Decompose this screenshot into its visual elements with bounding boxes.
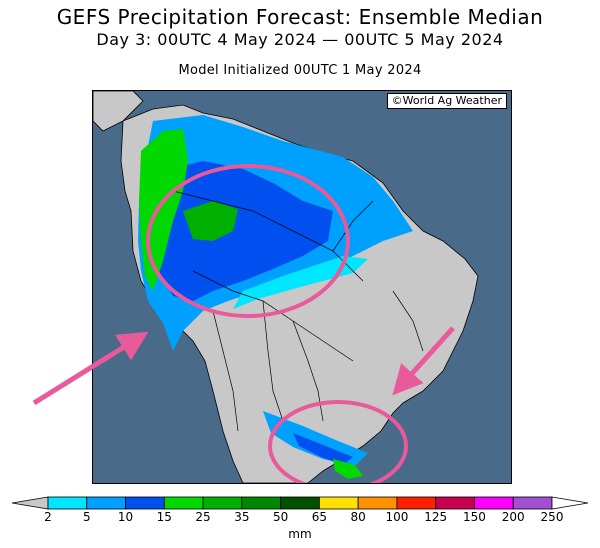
colorbar-tick-label: 65 (311, 510, 328, 524)
colorbar-tick-label: 80 (350, 510, 366, 524)
colorbar-swatch (280, 496, 320, 510)
colorbar-swatch (86, 496, 126, 510)
arrow-right (392, 326, 455, 396)
precip-cyan-edge (233, 256, 368, 309)
colorbar-swatch (202, 496, 243, 510)
arrow-left (32, 331, 149, 406)
colorbar-swatch (357, 496, 398, 510)
colorbar-tick-label: 35 (234, 510, 250, 524)
colorbar: 2 5 10 15 25 35 50 65 80 100 125 150 200 250 mm (0, 494, 600, 548)
colorbar-swatch (396, 496, 437, 510)
land-central-america (93, 91, 144, 132)
colorbar-tick-label: 250 (540, 510, 564, 524)
map-subtitle: Day 3: 00UTC 4 May 2024 — 00UTC 5 May 20… (96, 30, 504, 49)
init-time: Model Initialized 00UTC 1 May 2024 (178, 63, 422, 78)
colorbar-tick-label: 100 (385, 510, 409, 524)
precip-mod-north (155, 161, 333, 301)
map-svg (93, 91, 479, 483)
colorbar-swatch (435, 496, 475, 510)
colorbar-tick-label: 5 (82, 510, 91, 524)
colorbar-under-arrow (11, 496, 49, 510)
colorbar-swatch (241, 496, 282, 510)
colorbar-tick-label: 2 (44, 510, 52, 524)
colorbar-tick-label: 25 (195, 510, 211, 524)
colorbar-tick-label: 15 (156, 510, 172, 524)
colorbar-tick-label: 150 (463, 510, 486, 524)
colorbar-over-arrow (551, 496, 589, 510)
title-block: GEFS Precipitation Forecast: Ensemble Me… (0, 4, 600, 80)
precip-green-west (139, 129, 188, 291)
credit-label: ©World Ag Weather (386, 93, 507, 109)
colorbar-swatch (163, 496, 204, 510)
colorbar-swatch (125, 496, 165, 510)
colorbar-tick-label: 200 (501, 510, 525, 524)
annotation-ellipse-south (268, 400, 408, 483)
map-title: GEFS Precipitation Forecast: Ensemble Me… (56, 5, 544, 29)
colorbar-swatch (474, 496, 514, 510)
colorbar-swatch (512, 496, 553, 510)
colorbar-swatches (11, 496, 589, 510)
map-panel: ©World Ag Weather (92, 90, 512, 484)
precip-green-central (183, 201, 238, 241)
annotation-ellipse-north (146, 164, 350, 318)
colorbar-swatch (47, 496, 88, 510)
colorbar-tick-label: 50 (272, 510, 289, 524)
colorbar-tick-label: 125 (424, 510, 448, 524)
colorbar-units: mm (288, 527, 312, 541)
colorbar-swatch (318, 496, 359, 510)
colorbar-tick-label: 10 (117, 510, 134, 524)
precip-south-band-light (263, 411, 368, 466)
precip-south-green (333, 459, 363, 479)
precip-south-band-mod (293, 433, 353, 465)
